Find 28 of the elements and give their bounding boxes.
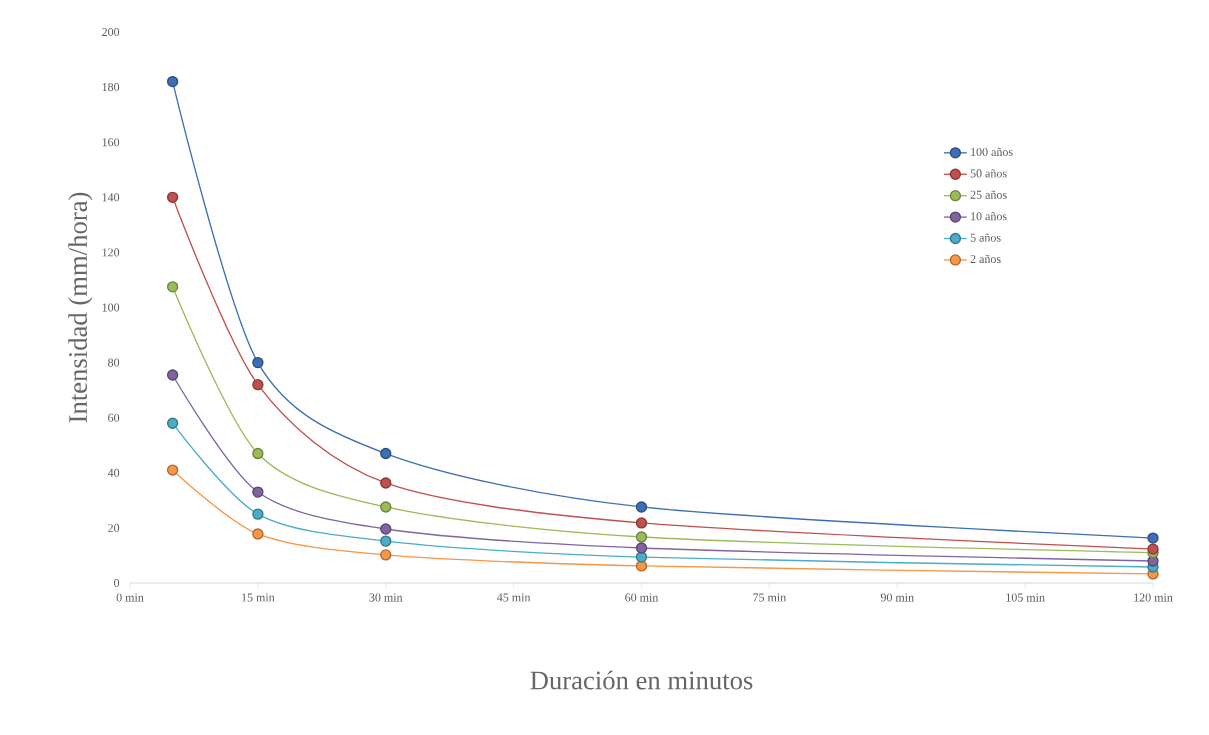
legend-label: 10 años <box>971 212 1007 221</box>
x-axis-title: Duración en minutos <box>530 670 753 690</box>
x-tick-label: 120 min <box>1134 593 1173 602</box>
x-tick-label: 0 min <box>116 593 144 602</box>
y-tick-label: 200 <box>102 27 120 37</box>
y-tick-label: 60 <box>108 413 120 422</box>
x-tick-label: 75 min <box>753 593 787 602</box>
y-tick-label: 120 <box>102 248 120 257</box>
legend-label: 2 años <box>970 254 1001 264</box>
x-tick-label: 60 min <box>625 593 659 602</box>
x-tick-label: 105 min <box>1006 593 1045 602</box>
y-tick-label: 20 <box>108 523 120 532</box>
x-tick-label: 30 min <box>369 593 403 602</box>
y-tick-label: 80 <box>108 358 120 367</box>
y-tick-label: 140 <box>102 193 120 202</box>
x-tick-label: 45 min <box>497 593 531 602</box>
legend-label: 100 años <box>971 147 1013 157</box>
x-tick-label: 90 min <box>880 593 914 602</box>
y-tick-label: 40 <box>107 468 120 477</box>
y-tick-label: 180 <box>102 83 120 92</box>
x-tick-label: 15 min <box>242 593 275 602</box>
y-tick-label: 0 <box>114 578 120 588</box>
legend-label: 50 años <box>970 169 1007 178</box>
legend-label: 25 años <box>970 190 1007 199</box>
y-tick-label: 160 <box>102 138 120 147</box>
legend-label: 5 años <box>970 233 1001 242</box>
y-axis-title: Intensidad (mm/hora) <box>68 192 93 423</box>
y-tick-label: 100 <box>102 303 120 312</box>
